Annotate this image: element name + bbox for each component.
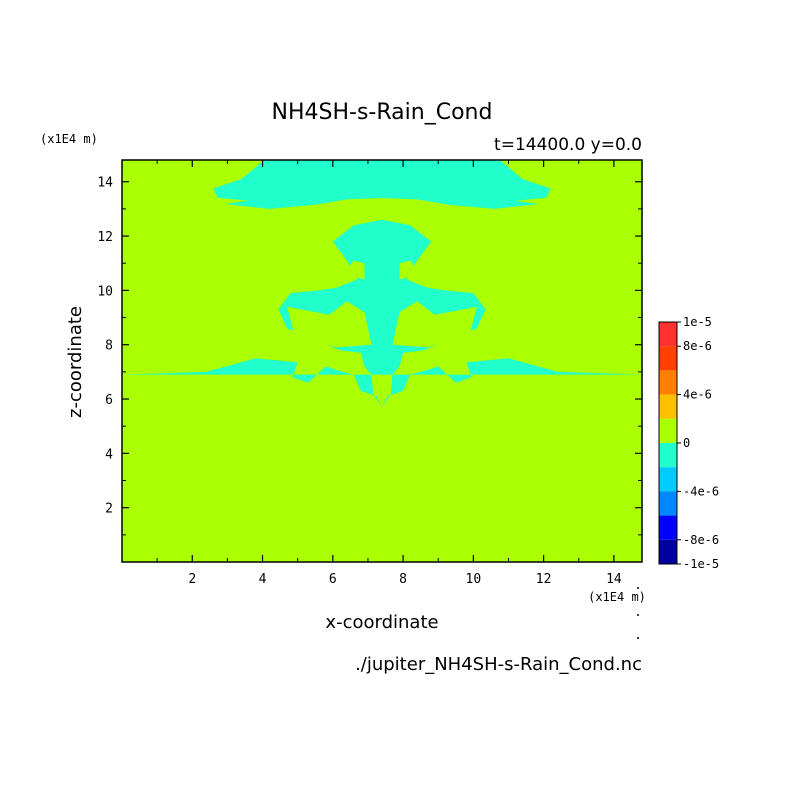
x-tick-label: 8 — [399, 572, 407, 587]
marker-dot — [637, 614, 639, 616]
negative-region-shape — [122, 160, 642, 408]
colorbar-swatch — [659, 370, 677, 395]
x-tick-label: 12 — [536, 572, 552, 587]
positive-patch — [494, 280, 607, 295]
positive-patch — [237, 304, 263, 323]
positive-patch — [512, 329, 565, 351]
colorbar-swatch — [659, 491, 677, 516]
positive-patch — [122, 246, 193, 266]
positive-patch — [455, 237, 600, 258]
colorbar-swatch — [659, 443, 677, 468]
colorbar-swatch — [659, 539, 677, 564]
positive-patch — [122, 217, 228, 235]
y-tick-label: 2 — [105, 502, 113, 517]
colorbar-label: 4e-6 — [683, 388, 712, 402]
plot-frame — [121, 159, 643, 563]
positive-patch — [557, 336, 642, 347]
colorbar-swatch — [659, 515, 677, 540]
positive-patch — [399, 260, 421, 280]
positive-patch — [157, 280, 270, 295]
y-tick-label: 14 — [97, 176, 113, 191]
positive-patch — [329, 213, 382, 220]
marker-dot — [637, 637, 639, 639]
marker-dot — [637, 587, 639, 589]
colorbar-swatch — [659, 394, 677, 419]
y-tick-label: 10 — [97, 284, 113, 299]
colorbar: 1e-5 8e-6 4e-6 0 -4e-6 -8e-6 -1e-5 — [658, 315, 719, 571]
y-axis-label: z-coordinate — [65, 306, 86, 418]
colorbar-swatch — [659, 467, 677, 492]
x-tick-label: 2 — [188, 572, 196, 587]
colorbar-swatch — [659, 418, 677, 443]
positive-patch — [382, 213, 435, 220]
colorbar-label: -1e-5 — [683, 557, 719, 571]
colorbar-label: 0 — [683, 436, 690, 450]
y-unit-label: (x1E4 m) — [40, 132, 98, 146]
positive-patch — [505, 261, 551, 276]
colorbar-swatch — [659, 346, 677, 371]
positive-patch — [343, 260, 365, 280]
y-axis: 2 4 6 8 10 12 14 — [97, 176, 642, 536]
x-unit-label: (x1E4 m) — [588, 590, 646, 604]
positive-patch — [164, 189, 249, 208]
positive-patch — [122, 336, 207, 347]
chart-subtitle: t=14400.0 y=0.0 — [494, 135, 642, 155]
positive-patch — [199, 329, 252, 351]
x-tick-label: 10 — [466, 572, 482, 587]
colorbar-label: 8e-6 — [683, 339, 712, 353]
x-axis: 2 4 6 8 10 12 14 — [156, 160, 622, 587]
x-tick-label: 14 — [606, 572, 622, 587]
colorbar-swatch — [659, 322, 677, 347]
positive-patch — [392, 301, 477, 348]
y-tick-label: 4 — [105, 447, 113, 462]
positive-patch — [213, 261, 259, 276]
x-tick-label: 4 — [259, 572, 267, 587]
positive-patch — [287, 301, 372, 348]
x-axis-label: x-coordinate — [325, 612, 438, 633]
x-tick-label: 6 — [329, 572, 337, 587]
positive-patch — [571, 246, 642, 266]
positive-patch — [536, 217, 642, 235]
positive-patch — [564, 170, 632, 184]
file-label: ./jupiter_NH4SH-s-Rain_Cond.nc — [355, 654, 642, 675]
positive-patch — [501, 304, 527, 323]
positive-patch — [515, 189, 600, 208]
plot-area — [122, 160, 642, 562]
y-tick-label: 12 — [97, 230, 113, 245]
y-tick-label: 8 — [105, 339, 113, 354]
colorbar-label: -4e-6 — [683, 484, 719, 498]
positive-patch — [132, 170, 200, 184]
chart-title: NH4SH-s-Rain_Cond — [272, 100, 493, 125]
negative-region — [122, 160, 642, 408]
positive-patch — [164, 237, 309, 258]
y-tick-label: 6 — [105, 393, 113, 408]
colorbar-label: -8e-6 — [683, 533, 719, 547]
colorbar-label: 1e-5 — [683, 315, 712, 329]
